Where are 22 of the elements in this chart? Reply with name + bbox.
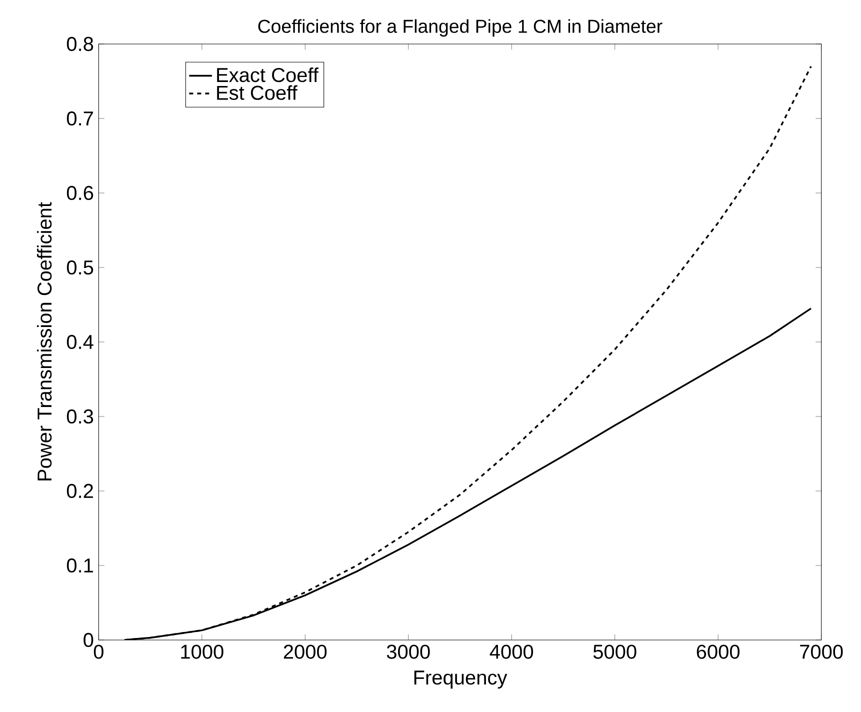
x-tick-label: 7000	[800, 644, 843, 659]
y-tick-label: 0.8	[66, 36, 94, 52]
x-axis-title: Frequency	[414, 670, 508, 689]
x-tick-label: 3000	[386, 644, 430, 659]
x-tick-label: 6000	[696, 644, 740, 659]
x-tick-label: 5000	[593, 644, 636, 659]
y-tick-label: 0.5	[66, 260, 94, 275]
y-tick-label: 0.3	[66, 409, 94, 424]
chart-title: Coefficients for a Flanged Pipe 1 CM in Diameter	[258, 19, 662, 37]
y-tick-label: 0.7	[66, 111, 93, 126]
y-tick-label: 0.4	[66, 334, 94, 350]
legend-label: Est Coeff	[217, 85, 298, 100]
legend-label: Exact Coeff	[217, 67, 319, 82]
y-axis-title: Power Transmission Coefficient	[36, 202, 52, 480]
y-tick-label: 0.6	[66, 186, 94, 200]
x-tick-label: 1000	[181, 644, 224, 659]
y-tick-label: 0	[84, 632, 94, 648]
y-tick-label: 0.2	[66, 484, 93, 498]
x-tick-label: 0	[94, 644, 104, 659]
x-tick-label: 4000	[490, 644, 534, 659]
x-tick-label: 2000	[284, 644, 327, 659]
y-tick-label: 0.1	[66, 558, 93, 573]
